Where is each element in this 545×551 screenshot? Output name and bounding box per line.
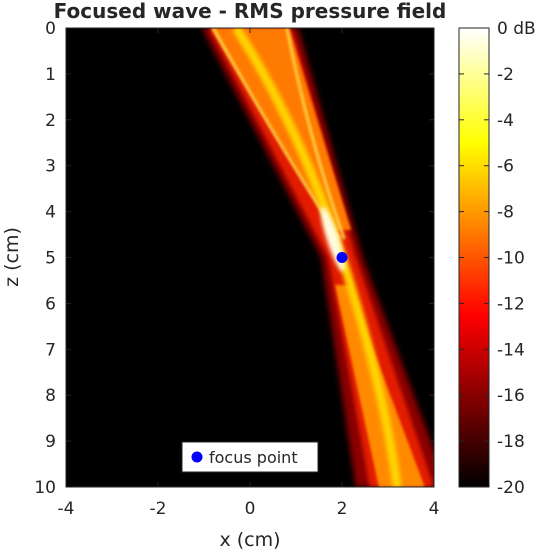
y-tick-label: 10 bbox=[34, 478, 56, 498]
colorbar-tick-label: -8 bbox=[497, 203, 514, 223]
x-tick-label: -4 bbox=[58, 499, 75, 519]
y-tick-label: 2 bbox=[45, 111, 56, 131]
x-tick-label: -2 bbox=[150, 499, 167, 519]
x-tick-label: 2 bbox=[337, 499, 348, 519]
y-tick-label: 5 bbox=[45, 249, 56, 269]
colorbar-tick-label: -14 bbox=[497, 340, 525, 360]
chart-title: Focused wave - RMS pressure field bbox=[54, 0, 447, 23]
legend-marker bbox=[192, 452, 203, 463]
x-tick-label: 0 bbox=[245, 499, 256, 519]
plot-area bbox=[66, 28, 448, 487]
colorbar-tick-label: -10 bbox=[497, 249, 525, 269]
y-tick-label: 8 bbox=[45, 386, 56, 406]
y-tick-label: 0 bbox=[45, 19, 56, 39]
legend-entry-focus-point: focus point bbox=[209, 448, 298, 467]
colorbar-tick-label: -16 bbox=[497, 386, 525, 406]
legend: focus point bbox=[182, 442, 318, 472]
data-points bbox=[337, 252, 348, 263]
y-axis-label: z (cm) bbox=[1, 227, 23, 287]
y-tick-label: 7 bbox=[45, 340, 56, 360]
colorbar: 0 dB -2 -4 -6 -8 -10 -12 -14 -16 -18 -20 bbox=[459, 19, 536, 498]
x-tick-label: 4 bbox=[429, 499, 440, 519]
y-tick-label: 6 bbox=[45, 294, 56, 314]
x-axis-label: x (cm) bbox=[219, 529, 280, 551]
colorbar-tick-label: -6 bbox=[497, 157, 514, 177]
colorbar-tick-label: -4 bbox=[497, 111, 514, 131]
colorbar-tick-label: -20 bbox=[497, 478, 525, 498]
y-tick-label: 1 bbox=[45, 65, 56, 85]
colorbar-tick-label: -12 bbox=[497, 294, 525, 314]
colorbar-tick-label: -18 bbox=[497, 432, 525, 452]
y-tick-label: 4 bbox=[45, 203, 56, 223]
colorbar-tick-label: 0 dB bbox=[497, 19, 536, 39]
y-tick-label: 9 bbox=[45, 432, 56, 452]
colorbar-tick-label: -2 bbox=[497, 65, 514, 85]
y-tick-label: 3 bbox=[45, 157, 56, 177]
focus-point-marker bbox=[337, 252, 348, 263]
